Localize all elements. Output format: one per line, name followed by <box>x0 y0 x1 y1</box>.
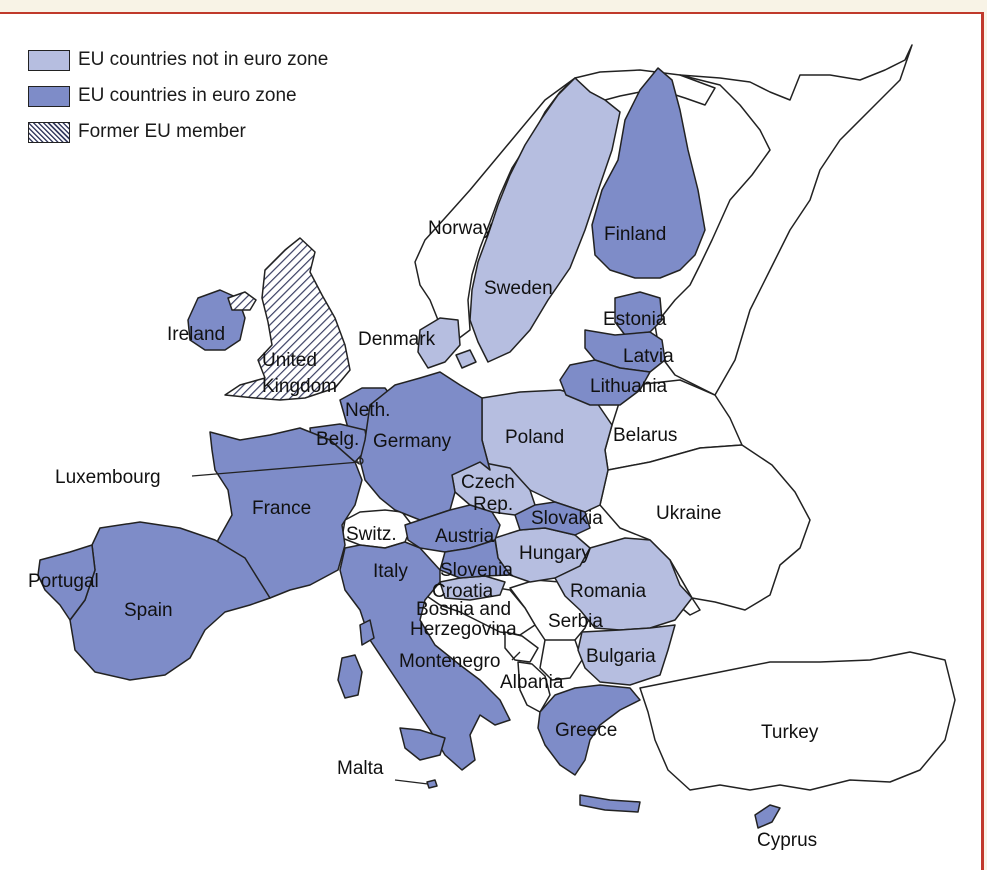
label-romania: Romania <box>570 581 646 602</box>
label-germany: Germany <box>373 431 452 452</box>
label-albania: Albania <box>500 672 564 693</box>
label-montenegro: Montenegro <box>399 651 500 672</box>
estonia-shape <box>614 291 663 336</box>
label-luxembourg: Luxembourg <box>55 467 161 488</box>
germany-shape <box>359 371 491 521</box>
bulgaria-shape <box>577 624 676 686</box>
label-serbia: Serbia <box>548 611 603 632</box>
latvia-shape <box>584 329 666 373</box>
label-lithuania: Lithuania <box>590 376 668 397</box>
label-greece: Greece <box>555 720 617 741</box>
label-belarus: Belarus <box>613 425 677 446</box>
turkey-shape <box>639 651 956 791</box>
label-czech-line2: Rep. <box>473 494 513 515</box>
label-malta: Malta <box>337 758 384 779</box>
italy-shape <box>339 541 511 771</box>
label-uk-line2: Kingdom <box>262 376 337 397</box>
map-legend: EU countries not in euro zone EU countri… <box>28 42 328 150</box>
russia-region-shape <box>654 44 913 396</box>
sicily-shape <box>399 727 446 761</box>
denmark-island <box>455 349 477 369</box>
label-denmark: Denmark <box>358 329 436 350</box>
label-uk-line1: United <box>262 350 317 371</box>
label-poland: Poland <box>505 427 564 448</box>
malta-leader-line <box>394 779 429 785</box>
corsica-shape <box>359 619 375 646</box>
romania-shape <box>554 537 693 631</box>
legend-item-in-euro: EU countries in euro zone <box>28 78 328 114</box>
label-latvia: Latvia <box>623 346 674 367</box>
cyprus-shape <box>754 804 781 829</box>
legend-item-former: Former EU member <box>28 114 328 150</box>
legend-swatch-light <box>28 49 70 71</box>
denmark-shape <box>417 317 461 369</box>
label-neth: Neth. <box>345 400 390 421</box>
legend-label-in-euro: EU countries in euro zone <box>78 85 297 106</box>
label-hungary: Hungary <box>519 543 591 564</box>
label-switz: Switz. <box>346 524 397 545</box>
legend-swatch-hatched <box>28 121 70 143</box>
albania-shape <box>517 661 551 713</box>
luxembourg-marker <box>356 457 364 465</box>
label-spain: Spain <box>124 600 173 621</box>
label-belg: Belg. <box>316 429 359 450</box>
label-france: France <box>252 498 311 519</box>
slovakia-shape <box>514 501 591 536</box>
greece-shape <box>537 684 641 776</box>
label-czech-line1: Czech <box>461 472 515 493</box>
label-finland: Finland <box>604 224 666 245</box>
ukraine-shape <box>599 444 811 611</box>
label-bulgaria: Bulgaria <box>586 646 656 667</box>
crete-shape <box>579 794 641 813</box>
label-turkey: Turkey <box>761 722 819 743</box>
label-estonia: Estonia <box>603 309 667 330</box>
label-ireland: Ireland <box>167 324 225 345</box>
legend-label-not-in-euro: EU countries not in euro zone <box>78 49 329 70</box>
label-slovenia: Slovenia <box>440 560 513 581</box>
uk-shape <box>224 237 351 401</box>
label-portugal: Portugal <box>28 571 99 592</box>
label-austria: Austria <box>435 526 495 547</box>
label-cyprus: Cyprus <box>757 830 817 851</box>
finland-shape <box>591 67 706 279</box>
label-norway: Norway <box>428 218 493 239</box>
legend-label-former: Former EU member <box>78 121 246 142</box>
luxembourg-leader-line <box>191 461 361 477</box>
label-slovakia: Slovakia <box>531 508 603 529</box>
macedonia-shape <box>539 639 583 681</box>
legend-swatch-medium <box>28 85 70 107</box>
lithuania-shape <box>559 359 651 406</box>
slovenia-shape <box>439 539 511 579</box>
label-sweden: Sweden <box>484 278 553 299</box>
label-croatia: Croatia <box>432 581 494 602</box>
legend-item-not-in-euro: EU countries not in euro zone <box>28 42 328 78</box>
montenegro-leader-line <box>511 651 521 661</box>
label-italy: Italy <box>373 561 408 582</box>
label-ukraine: Ukraine <box>656 503 721 524</box>
montenegro-shape <box>504 631 539 663</box>
label-bosnia-line2: Herzegovina <box>410 619 517 640</box>
portugal-shape <box>37 544 96 621</box>
sweden-shape <box>469 77 621 363</box>
malta-shape <box>426 779 438 789</box>
label-bosnia-line1: Bosnia and <box>416 599 511 620</box>
sardinia-shape <box>337 654 363 699</box>
n-ireland-shape <box>227 291 257 311</box>
